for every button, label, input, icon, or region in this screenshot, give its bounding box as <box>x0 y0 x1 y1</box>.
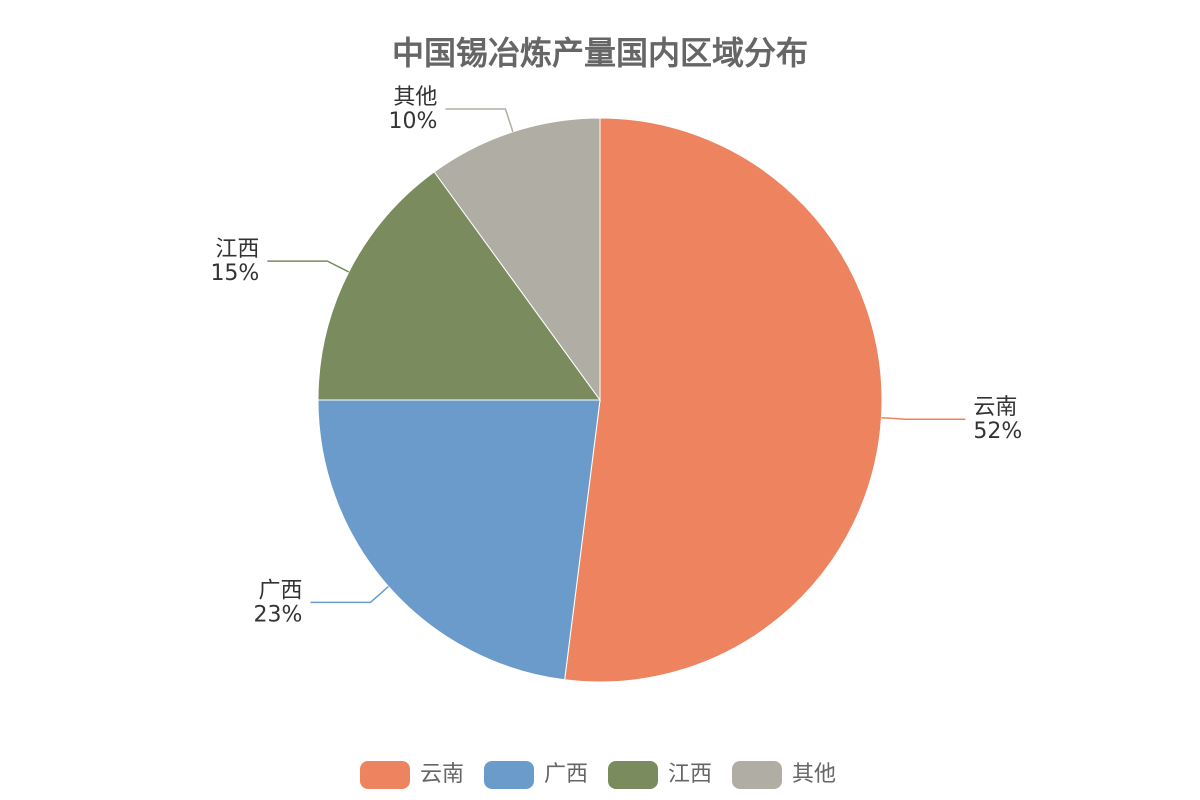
legend-swatch <box>608 761 658 789</box>
pie-slice <box>317 171 601 401</box>
slice-value-label: 10% <box>389 109 438 134</box>
slice-label: 广西 <box>258 578 302 603</box>
pie-slice <box>564 117 883 683</box>
label-line <box>445 108 514 133</box>
legend-label: 云南 <box>420 762 464 787</box>
slice-value-label: 23% <box>254 602 303 627</box>
legend-label: 广西 <box>544 762 588 787</box>
pie-slice <box>317 399 601 681</box>
slice-label: 云南 <box>973 395 1017 420</box>
slice-label: 其他 <box>393 85 437 110</box>
legend-swatch <box>732 761 782 789</box>
slice-label: 江西 <box>215 237 259 262</box>
slice-value-label: 52% <box>973 419 1022 444</box>
slice-value-label: 15% <box>210 261 259 286</box>
legend-label: 其他 <box>792 762 836 787</box>
label-line <box>881 416 966 420</box>
label-line <box>267 260 350 273</box>
label-line <box>310 585 389 604</box>
chart-title: 中国锡冶炼产量国内区域分布 <box>392 34 808 72</box>
legend-swatch <box>360 761 410 789</box>
legend-swatch <box>484 761 534 789</box>
legend-label: 江西 <box>668 762 712 787</box>
pie-slice <box>433 117 601 402</box>
